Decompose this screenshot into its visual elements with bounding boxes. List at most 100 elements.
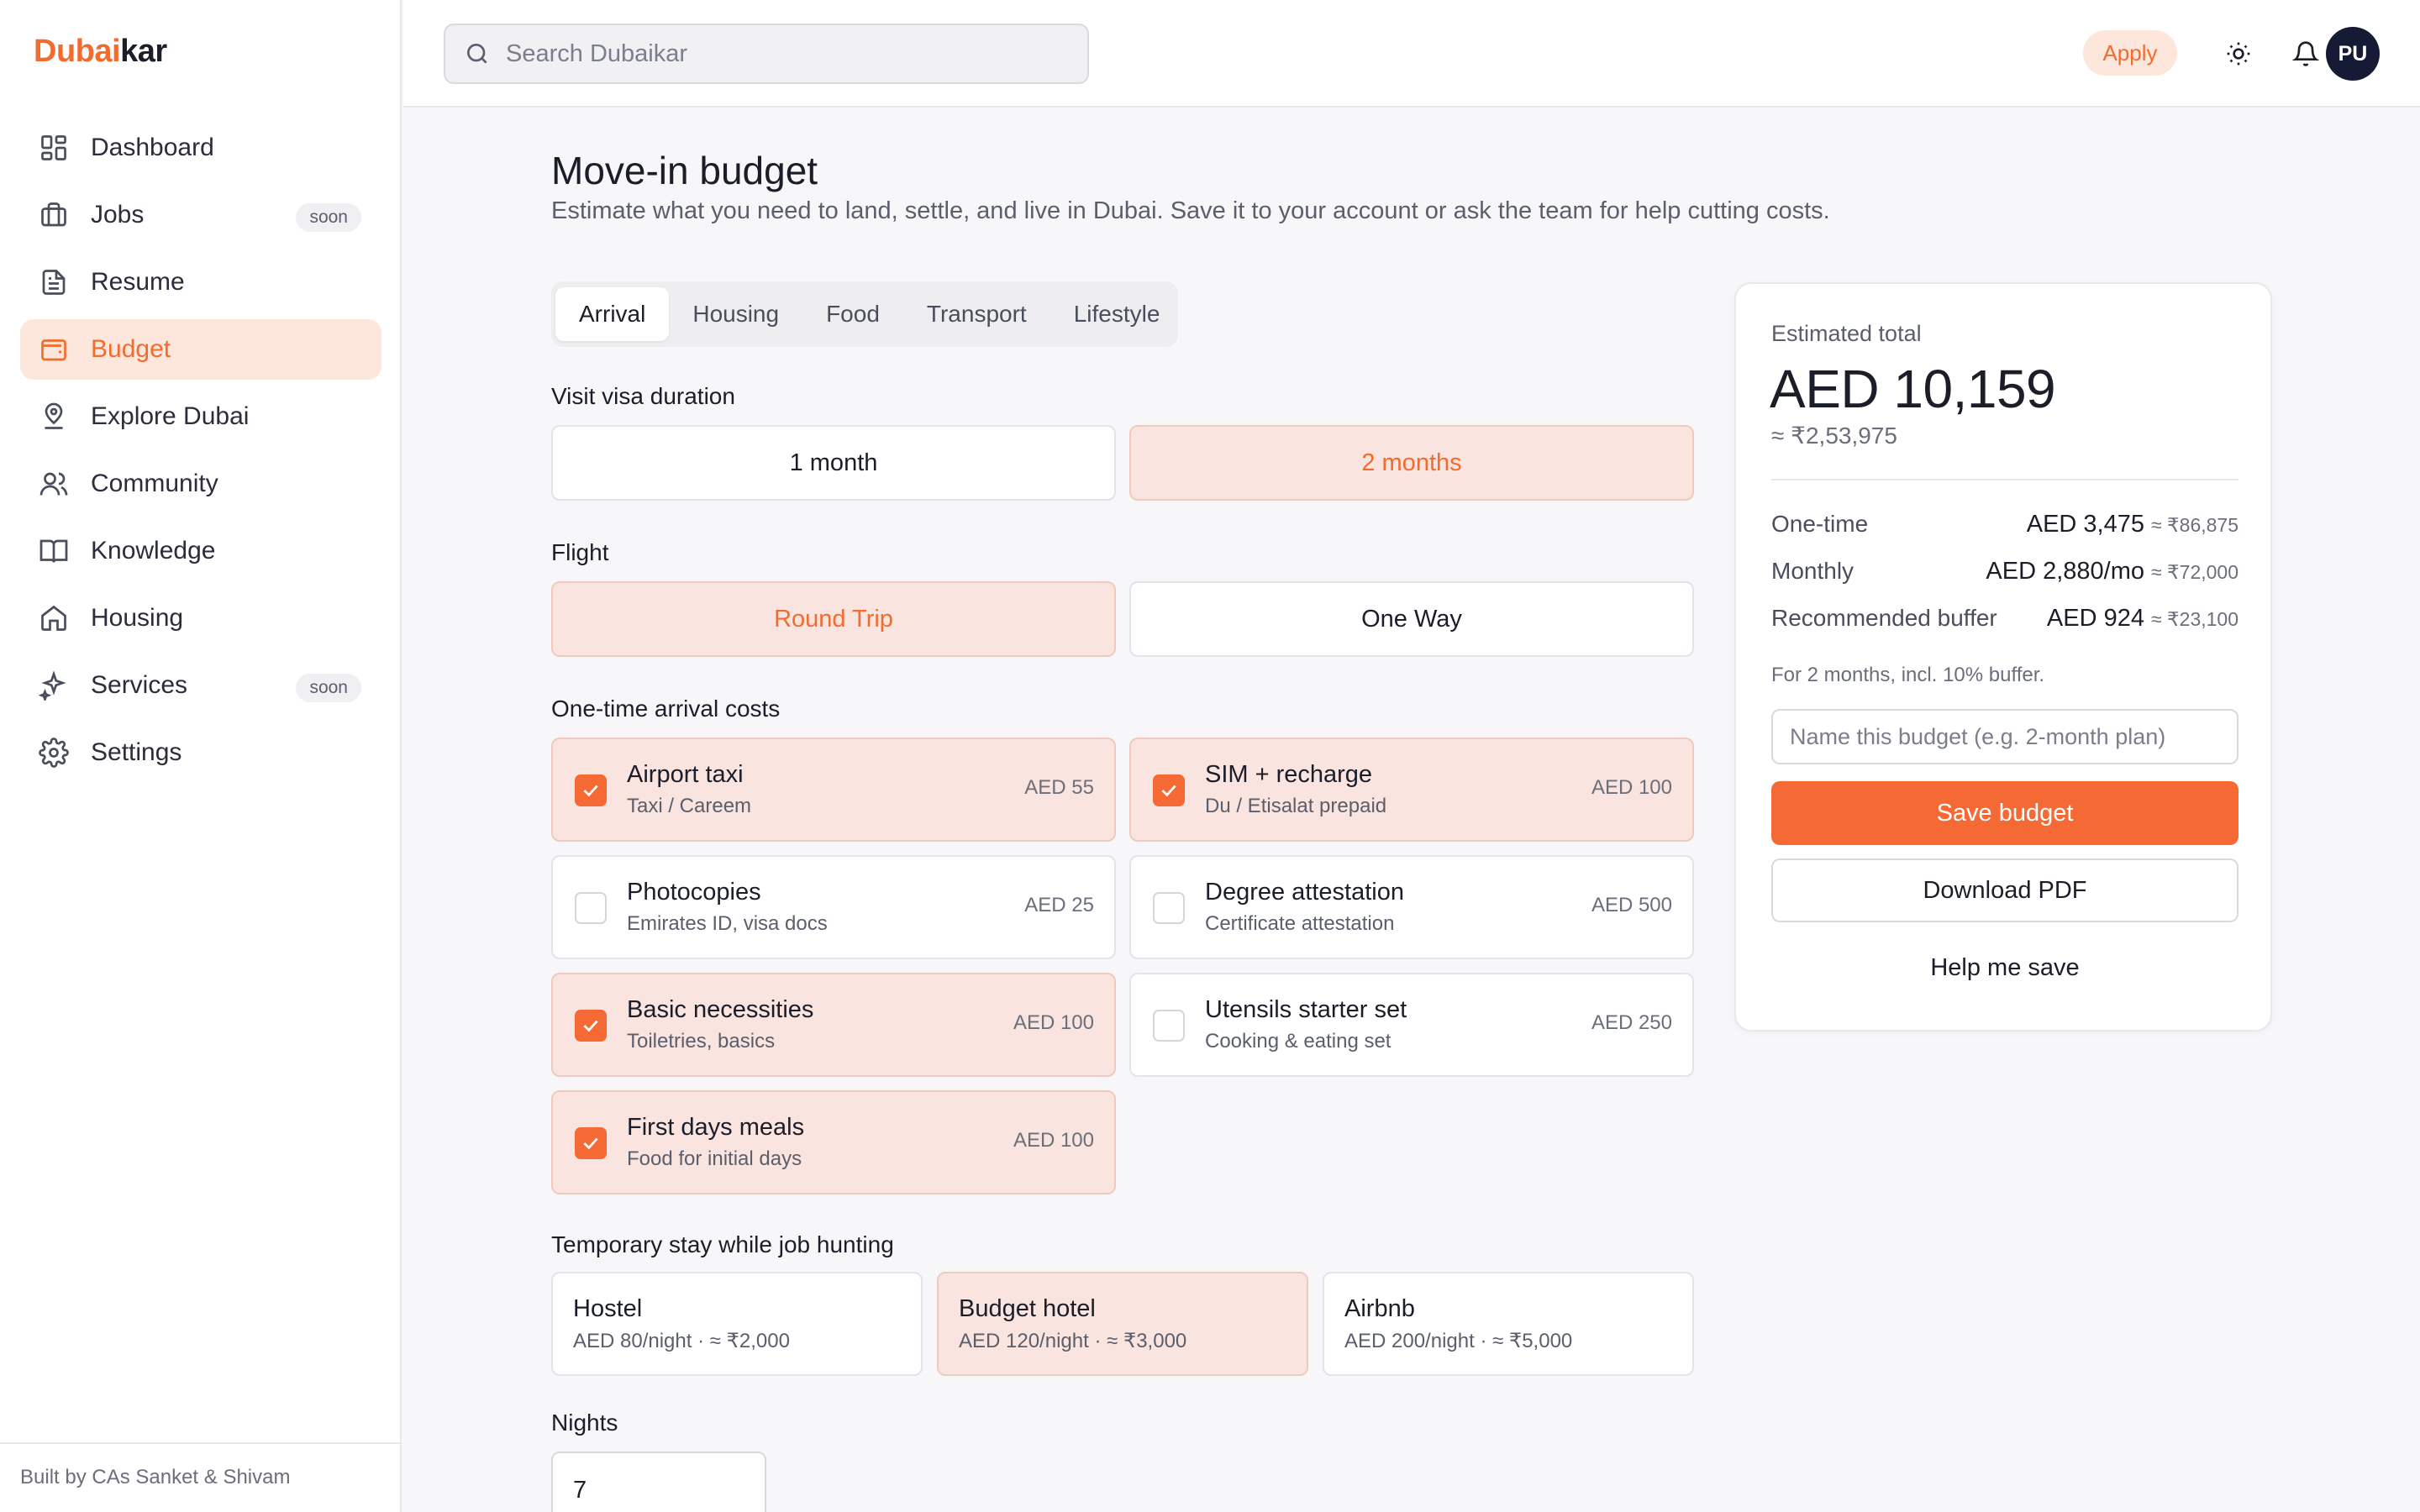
visa-option-2-months[interactable]: 2 months	[1129, 425, 1694, 501]
brand-logo[interactable]: Dubaikar	[34, 34, 167, 69]
sidebar-item-budget[interactable]: Budget	[20, 319, 381, 380]
search-box[interactable]	[444, 24, 1089, 84]
nights-input[interactable]: 7	[551, 1452, 766, 1512]
sidebar-item-settings[interactable]: Settings	[20, 722, 381, 783]
checkmark-icon	[583, 785, 598, 797]
notifications-button[interactable]	[2286, 34, 2326, 74]
stay-option-airbnb[interactable]: Airbnb AED 200/night · ≈ ₹5,000	[1323, 1272, 1694, 1376]
cost-item-degree-attestation[interactable]: Degree attestation Certificate attestati…	[1129, 855, 1694, 959]
page-subtitle: Estimate what you need to land, settle, …	[551, 197, 1830, 224]
sidebar-item-label: Housing	[91, 604, 184, 632]
apply-button[interactable]: Apply	[2083, 30, 2177, 76]
checkbox[interactable]	[1153, 1010, 1185, 1042]
cost-item-price: AED 500	[1591, 894, 1672, 916]
checkbox[interactable]	[575, 1127, 607, 1159]
stay-option-title: Hostel	[573, 1295, 643, 1322]
sidebar-item-label: Resume	[91, 268, 185, 296]
checkmark-icon	[583, 1020, 598, 1032]
stay-option-hostel[interactable]: Hostel AED 80/night · ≈ ₹2,000	[551, 1272, 923, 1376]
stay-option-price: AED 200/night · ≈ ₹5,000	[1344, 1330, 1573, 1352]
sidebar-item-label: Services	[91, 671, 188, 699]
cost-item-basic-necessities[interactable]: Basic necessities Toiletries, basics AED…	[551, 973, 1116, 1077]
sidebar-item-housing[interactable]: Housing	[20, 588, 381, 648]
checkmark-icon	[583, 1137, 598, 1150]
save-budget-button[interactable]: Save budget	[1771, 781, 2238, 845]
summary-row-value: AED 3,475	[2026, 511, 2144, 538]
cost-item-sim-recharge[interactable]: SIM + recharge Du / Etisalat prepaid AED…	[1129, 738, 1694, 842]
sidebar-item-services[interactable]: Services soon	[20, 655, 381, 716]
home-icon	[41, 605, 66, 631]
sidebar-item-label: Budget	[91, 335, 171, 363]
help-me-save-button[interactable]: Help me save	[1930, 953, 2080, 981]
cost-item-photocopies[interactable]: Photocopies Emirates ID, visa docs AED 2…	[551, 855, 1116, 959]
summary-row-one-time: One-time AED 3,475 ≈ ₹86,875	[1771, 511, 2238, 538]
theme-toggle-button[interactable]	[2218, 34, 2259, 74]
flight-option-round-trip[interactable]: Round Trip	[551, 581, 1116, 657]
category-tabs: Arrival Housing Food Transport Lifestyle	[551, 281, 1178, 347]
checkbox[interactable]	[1153, 774, 1185, 806]
sidebar-item-resume[interactable]: Resume	[20, 252, 381, 312]
search-input[interactable]	[506, 39, 1077, 68]
stay-option-title: Budget hotel	[959, 1295, 1096, 1322]
top-bar: Apply PU	[403, 0, 2420, 108]
sidebar-item-label: Knowledge	[91, 537, 216, 564]
cost-item-title: SIM + recharge	[1205, 761, 1373, 788]
sidebar-item-jobs[interactable]: Jobs soon	[20, 185, 381, 245]
cost-item-subtitle: Toiletries, basics	[627, 1030, 776, 1053]
checkmark-icon	[1161, 785, 1176, 797]
visa-option-1-month[interactable]: 1 month	[551, 425, 1116, 501]
cost-item-price: AED 55	[1024, 776, 1094, 799]
tab-transport[interactable]: Transport	[926, 301, 1027, 327]
estimated-total-label: Estimated total	[1771, 321, 1922, 346]
cost-item-title: Photocopies	[627, 879, 761, 906]
summary-row-value: AED 2,880/mo	[1986, 558, 2144, 585]
map-pin-icon	[45, 402, 63, 429]
bell-icon	[2292, 41, 2319, 66]
summary-row-inr: ≈ ₹86,875	[2151, 514, 2238, 536]
users-icon	[39, 472, 68, 496]
stay-option-title: Airbnb	[1344, 1295, 1415, 1322]
cost-item-utensils-starter-set[interactable]: Utensils starter set Cooking & eating se…	[1129, 973, 1694, 1077]
summary-divider	[1771, 479, 2238, 480]
page-title: Move-in budget	[551, 149, 818, 192]
budget-name-input[interactable]	[1771, 709, 2238, 764]
cost-item-first-days-meals[interactable]: First days meals Food for initial days A…	[551, 1090, 1116, 1194]
checkbox[interactable]	[575, 892, 607, 924]
checkbox[interactable]	[575, 774, 607, 806]
cost-item-price: AED 100	[1591, 776, 1672, 799]
arrival-costs-label: One-time arrival costs	[551, 696, 781, 722]
checkbox[interactable]	[1153, 892, 1185, 924]
tab-housing[interactable]: Housing	[692, 301, 780, 327]
cost-item-title: Airport taxi	[627, 761, 744, 788]
search-icon	[467, 44, 487, 64]
cost-item-title: Utensils starter set	[1205, 996, 1407, 1023]
summary-row-label: Monthly	[1771, 558, 1854, 584]
tab-food[interactable]: Food	[826, 301, 880, 327]
cost-item-subtitle: Food for initial days	[627, 1147, 802, 1170]
tab-arrival[interactable]: Arrival	[555, 287, 670, 341]
sidebar-item-knowledge[interactable]: Knowledge	[20, 521, 381, 581]
download-pdf-button[interactable]: Download PDF	[1771, 858, 2238, 922]
sidebar-item-explore-dubai[interactable]: Explore Dubai	[20, 386, 381, 447]
avatar[interactable]: PU	[2326, 27, 2380, 81]
sidebar-nav: Dashboard Jobs soon Resume Budget Explor…	[20, 118, 381, 790]
sun-icon	[2227, 42, 2250, 66]
summary-row-label: One-time	[1771, 511, 1869, 537]
cost-item-title: First days meals	[627, 1114, 805, 1141]
wallet-icon	[41, 339, 66, 361]
soon-badge: soon	[296, 203, 361, 232]
cost-item-airport-taxi[interactable]: Airport taxi Taxi / Careem AED 55	[551, 738, 1116, 842]
document-icon	[42, 270, 66, 295]
flight-option-one-way[interactable]: One Way	[1129, 581, 1694, 657]
stay-option-price: AED 120/night · ≈ ₹3,000	[959, 1330, 1187, 1352]
tab-lifestyle[interactable]: Lifestyle	[1073, 301, 1160, 327]
estimate-summary-card: Estimated total AED 10,159 ≈ ₹2,53,975 O…	[1734, 282, 2272, 1032]
summary-row-monthly: Monthly AED 2,880/mo ≈ ₹72,000	[1771, 558, 2238, 585]
checkbox[interactable]	[575, 1010, 607, 1042]
cost-item-subtitle: Certificate attestation	[1205, 912, 1395, 935]
sidebar-item-dashboard[interactable]: Dashboard	[20, 118, 381, 178]
sidebar-item-label: Dashboard	[91, 134, 214, 161]
sidebar-item-community[interactable]: Community	[20, 454, 381, 514]
stay-option-budget-hotel[interactable]: Budget hotel AED 120/night · ≈ ₹3,000	[937, 1272, 1308, 1376]
book-icon	[39, 539, 68, 563]
